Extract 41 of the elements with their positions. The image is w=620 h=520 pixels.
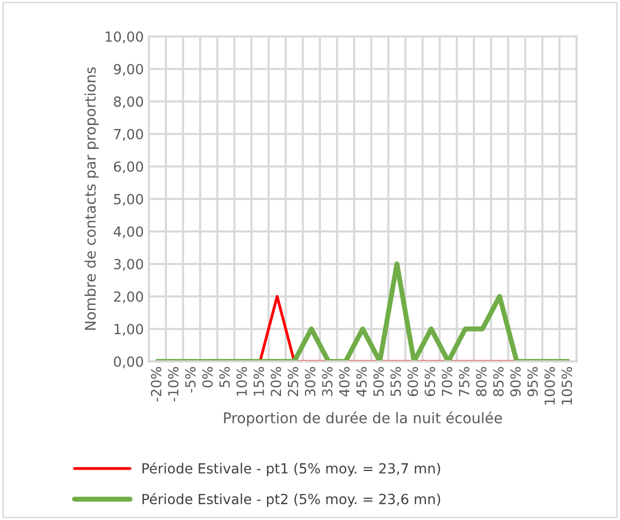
x-tick-label: -5% xyxy=(185,367,196,393)
x-tick-label: -20% xyxy=(150,367,162,402)
x-tick-label: 45% xyxy=(356,367,367,396)
y-tick-label: 5,00 xyxy=(114,194,144,206)
y-tick-label: 10,00 xyxy=(106,31,144,44)
x-tick-label: 80% xyxy=(476,367,487,396)
x-tick-label: 5% xyxy=(219,367,230,388)
x-tick-label: 0% xyxy=(202,367,213,388)
x-tick-label: 85% xyxy=(493,367,504,396)
x-tick-label: 20% xyxy=(270,367,282,396)
x-tick-label: 55% xyxy=(390,367,401,396)
x-axis-title: Proportion de durée de la nuit écoulée xyxy=(224,412,502,426)
y-tick-label: 2,00 xyxy=(114,291,144,304)
y-tick-label: 3,00 xyxy=(114,258,144,271)
x-tick-label: 70% xyxy=(442,367,452,396)
x-tick-label: 10% xyxy=(236,367,247,396)
x-tick-label: 60% xyxy=(408,367,418,396)
x-tick-label: 100% xyxy=(544,367,555,404)
y-tick-label: 4,00 xyxy=(114,226,144,238)
y-tick-label: 6,00 xyxy=(114,161,144,174)
x-tick-label: 75% xyxy=(458,367,470,396)
y-tick-label: 0,00 xyxy=(114,356,144,368)
legend-label: Période Estivale - pt1 (5% moy. = 23,7 mn) xyxy=(142,462,440,476)
x-tick-label: 50% xyxy=(373,367,384,396)
y-axis-title: Nombre de contacts par proportions xyxy=(84,67,99,330)
x-tick-label: 105% xyxy=(562,367,572,404)
x-tick-label: 35% xyxy=(322,367,333,396)
x-tick-label: 95% xyxy=(527,367,538,396)
x-tick-label: 90% xyxy=(510,367,521,396)
legend-label: Période Estivale - pt2 (5% moy. = 23,6 mn) xyxy=(142,492,440,507)
y-tick-label: 8,00 xyxy=(114,96,144,108)
x-tick-label: 40% xyxy=(339,367,350,396)
x-tick-label: 65% xyxy=(424,367,436,396)
line-series xyxy=(154,261,570,362)
x-tick-label: 30% xyxy=(304,367,316,396)
y-tick-label: 9,00 xyxy=(114,64,144,76)
y-tick-label: 7,00 xyxy=(114,128,144,141)
x-tick-label: 15% xyxy=(254,367,264,396)
x-tick-label: -10% xyxy=(168,367,178,402)
y-tick-label: 1,00 xyxy=(114,324,144,336)
x-tick-label: 25% xyxy=(288,367,298,396)
